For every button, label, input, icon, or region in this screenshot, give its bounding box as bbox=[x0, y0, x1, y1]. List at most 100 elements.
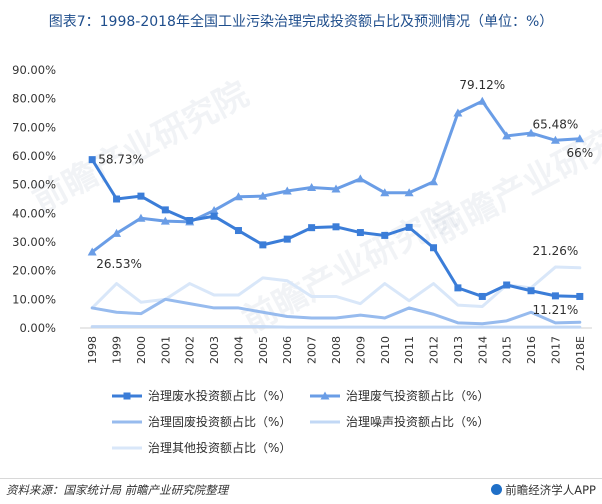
data-point-marker bbox=[453, 108, 463, 117]
legend-label: 治理固废投资额占比（%） bbox=[148, 414, 291, 429]
data-point-marker bbox=[355, 174, 365, 183]
data-point-marker bbox=[430, 244, 438, 252]
x-tick-label: 2006 bbox=[281, 336, 294, 364]
legend: 治理废水投资额占比（%） 治理废气投资额占比（%） 治理固废投资额占比（%） 治理噪声… bbox=[112, 388, 489, 455]
data-point-marker bbox=[575, 134, 585, 143]
data-point-marker bbox=[210, 212, 218, 220]
data-point-marker bbox=[550, 135, 560, 144]
brand-logo-icon bbox=[491, 484, 503, 495]
x-tick-label: 2007 bbox=[306, 336, 319, 364]
data-point-marker bbox=[477, 96, 487, 105]
data-point-marker bbox=[283, 235, 291, 243]
data-point-marker bbox=[429, 177, 439, 186]
y-tick-label: 50.00% bbox=[12, 178, 56, 192]
chart-title: 图表7：1998-2018年全国工业污染治理完成投资额占比及预测情况（单位：%） bbox=[48, 14, 554, 30]
legend-triangle-icon bbox=[320, 391, 330, 400]
data-point-marker bbox=[526, 128, 536, 137]
data-point-marker bbox=[502, 131, 512, 140]
line-chart: 0.00% 10.00% 20.00% 30.00% 40.00% 50.00% 60.00… bbox=[12, 63, 593, 455]
data-point-marker bbox=[404, 188, 414, 197]
data-point-marker bbox=[137, 192, 145, 200]
x-tick-label: 1999 bbox=[111, 336, 124, 364]
data-point-marker bbox=[160, 216, 170, 225]
data-point-marker bbox=[478, 292, 486, 300]
data-point-marker bbox=[209, 205, 219, 214]
brand-text: 前瞻经济学人APP bbox=[505, 483, 596, 497]
legend-label: 治理其他投资额占比（%） bbox=[148, 440, 291, 455]
series-line bbox=[90, 265, 582, 310]
data-point-marker bbox=[308, 224, 316, 232]
data-point-marker bbox=[87, 247, 97, 256]
y-tick-label: 10.00% bbox=[12, 292, 56, 306]
series-line bbox=[90, 297, 582, 326]
y-tick-label: 0.00% bbox=[19, 321, 56, 335]
data-point-marker bbox=[503, 281, 511, 289]
x-tick-label: 1998 bbox=[86, 336, 99, 364]
y-axis: 0.00% 10.00% 20.00% 30.00% 40.00% 50.00% 60.00… bbox=[12, 63, 56, 335]
data-point-marker bbox=[454, 284, 462, 292]
y-tick-label: 40.00% bbox=[12, 206, 56, 220]
y-tick-label: 70.00% bbox=[12, 120, 56, 134]
brand-label: 前瞻经济学人APP bbox=[491, 482, 596, 498]
y-tick-label: 90.00% bbox=[12, 63, 56, 77]
x-tick-label: 2013 bbox=[452, 336, 465, 364]
x-tick-label: 2014 bbox=[476, 336, 489, 364]
x-tick-label: 2012 bbox=[428, 336, 441, 364]
legend-label: 治理废水投资额占比（%） bbox=[148, 388, 291, 403]
data-point-marker bbox=[112, 228, 122, 237]
data-point-marker bbox=[381, 231, 389, 239]
data-point-marker bbox=[551, 292, 559, 300]
x-tick-label: 2017 bbox=[549, 336, 562, 364]
data-point-marker bbox=[332, 223, 340, 231]
x-axis: 1998 1999 2000 2001 2002 2003 2004 2005 2006 2007… bbox=[80, 327, 592, 371]
x-tick-label: 2016 bbox=[525, 336, 538, 364]
data-point-marker bbox=[136, 213, 146, 222]
data-label: 58.73% bbox=[98, 153, 144, 167]
data-point-marker bbox=[282, 186, 292, 195]
y-tick-label: 30.00% bbox=[12, 235, 56, 249]
data-point-marker bbox=[113, 195, 121, 203]
data-point-marker bbox=[307, 183, 317, 192]
series-layer bbox=[87, 96, 585, 329]
x-tick-label: 2005 bbox=[257, 336, 270, 364]
x-tick-label: 2011 bbox=[403, 336, 416, 364]
data-label: 21.26% bbox=[533, 244, 579, 258]
data-point-marker bbox=[161, 206, 169, 214]
x-tick-label: 2004 bbox=[232, 336, 245, 364]
data-point-marker bbox=[259, 241, 267, 249]
x-tick-label: 2018E bbox=[574, 336, 587, 371]
data-point-marker bbox=[186, 217, 194, 224]
x-tick-label: 2000 bbox=[135, 336, 148, 364]
data-point-marker bbox=[331, 184, 341, 193]
legend-square-icon bbox=[123, 392, 131, 400]
data-point-marker bbox=[380, 188, 390, 197]
data-point-marker bbox=[233, 192, 243, 201]
data-point-marker bbox=[88, 156, 96, 164]
x-tick-label: 2002 bbox=[184, 336, 197, 364]
data-label: 11.21% bbox=[533, 303, 579, 317]
legend-label: 治理废气投资额占比（%） bbox=[346, 388, 489, 403]
x-tick-label: 2001 bbox=[159, 336, 172, 364]
data-point-marker bbox=[356, 229, 364, 237]
data-point-marker bbox=[405, 223, 413, 231]
x-tick-label: 2003 bbox=[208, 336, 221, 364]
data-point-marker bbox=[576, 292, 584, 300]
data-label: 79.12% bbox=[459, 78, 505, 92]
data-label: 65.48% bbox=[533, 117, 579, 131]
x-tick-label: 2008 bbox=[330, 336, 343, 364]
x-tick-label: 2009 bbox=[354, 336, 367, 364]
data-point-marker bbox=[234, 227, 242, 235]
y-tick-label: 60.00% bbox=[12, 149, 56, 163]
y-tick-label: 20.00% bbox=[12, 264, 56, 278]
x-tick-label: 2015 bbox=[501, 336, 514, 364]
series-line bbox=[90, 325, 582, 329]
y-tick-label: 80.00% bbox=[12, 92, 56, 106]
data-point-marker bbox=[258, 191, 268, 200]
source-note: 资料来源：国家统计局 前瞻产业研究院整理 bbox=[6, 483, 229, 497]
data-point-marker bbox=[527, 287, 535, 295]
data-label: 66% bbox=[566, 146, 593, 160]
legend-label: 治理噪声投资额占比（%） bbox=[346, 414, 489, 429]
data-label: 26.53% bbox=[96, 257, 142, 271]
x-tick-label: 2010 bbox=[379, 336, 392, 364]
annotation-layer: 58.73% 26.53% 79.12% 65.48% 66% 21.26% 11.21% bbox=[96, 78, 593, 317]
